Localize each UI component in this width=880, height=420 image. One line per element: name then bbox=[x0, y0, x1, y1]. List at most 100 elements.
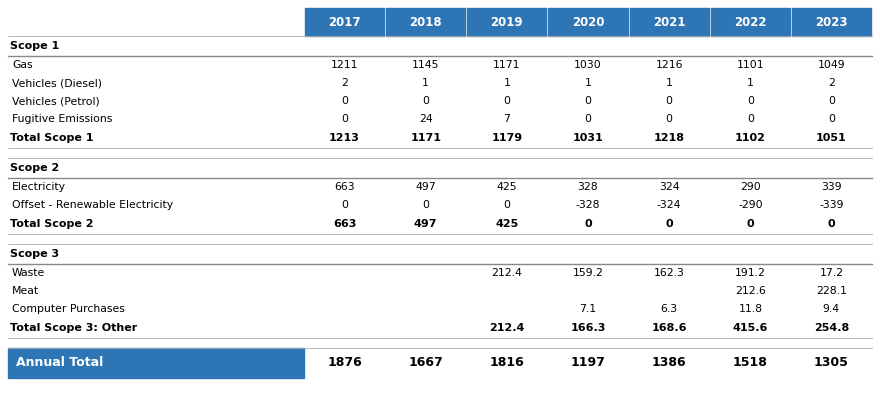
Text: 0: 0 bbox=[746, 219, 754, 229]
Text: 497: 497 bbox=[415, 182, 436, 192]
Bar bbox=[629, 8, 708, 36]
Text: 2: 2 bbox=[828, 78, 835, 88]
Text: 191.2: 191.2 bbox=[735, 268, 766, 278]
Text: 159.2: 159.2 bbox=[573, 268, 604, 278]
Text: 228.1: 228.1 bbox=[816, 286, 847, 296]
Text: 0: 0 bbox=[503, 200, 510, 210]
Text: Total Scope 3: Other: Total Scope 3: Other bbox=[10, 323, 137, 333]
Text: 17.2: 17.2 bbox=[819, 268, 843, 278]
Text: Electricity: Electricity bbox=[12, 182, 66, 192]
Text: 2017: 2017 bbox=[328, 16, 361, 29]
Text: -339: -339 bbox=[819, 200, 844, 210]
Text: 168.6: 168.6 bbox=[651, 323, 687, 333]
Text: 1171: 1171 bbox=[410, 133, 441, 143]
Text: 328: 328 bbox=[577, 182, 598, 192]
Text: 24: 24 bbox=[419, 114, 433, 124]
Text: 0: 0 bbox=[341, 114, 348, 124]
Text: 1: 1 bbox=[503, 78, 510, 88]
Text: 1031: 1031 bbox=[573, 133, 604, 143]
Text: 290: 290 bbox=[740, 182, 760, 192]
Text: 0: 0 bbox=[665, 219, 673, 229]
Text: 0: 0 bbox=[503, 96, 510, 106]
Bar bbox=[305, 8, 385, 36]
Text: 0: 0 bbox=[584, 219, 592, 229]
Text: 1: 1 bbox=[747, 78, 754, 88]
Text: -290: -290 bbox=[738, 200, 763, 210]
Text: 2020: 2020 bbox=[572, 16, 605, 29]
Text: 2022: 2022 bbox=[734, 16, 766, 29]
Text: 663: 663 bbox=[334, 182, 355, 192]
Text: 1213: 1213 bbox=[329, 133, 360, 143]
Text: Total Scope 1: Total Scope 1 bbox=[10, 133, 93, 143]
Text: 9.4: 9.4 bbox=[823, 304, 840, 314]
Text: 1667: 1667 bbox=[408, 357, 444, 370]
Text: Meat: Meat bbox=[12, 286, 39, 296]
Text: 0: 0 bbox=[422, 200, 429, 210]
Bar bbox=[711, 8, 790, 36]
Text: 0: 0 bbox=[747, 96, 754, 106]
Text: 1051: 1051 bbox=[816, 133, 847, 143]
Text: 1: 1 bbox=[584, 78, 591, 88]
Text: 212.4: 212.4 bbox=[491, 268, 523, 278]
Text: 1518: 1518 bbox=[733, 357, 767, 370]
Text: 212.6: 212.6 bbox=[735, 286, 766, 296]
Text: 1211: 1211 bbox=[331, 60, 358, 70]
Text: Waste: Waste bbox=[12, 268, 45, 278]
Text: Scope 2: Scope 2 bbox=[10, 163, 59, 173]
Text: 2021: 2021 bbox=[653, 16, 686, 29]
Text: 2023: 2023 bbox=[815, 16, 847, 29]
Bar bbox=[792, 8, 871, 36]
Text: Total Scope 2: Total Scope 2 bbox=[10, 219, 93, 229]
Text: 0: 0 bbox=[828, 114, 835, 124]
Text: Vehicles (Diesel): Vehicles (Diesel) bbox=[12, 78, 102, 88]
Text: 1197: 1197 bbox=[570, 357, 605, 370]
Text: 0: 0 bbox=[584, 96, 591, 106]
Text: 1: 1 bbox=[422, 78, 429, 88]
Bar bbox=[467, 8, 546, 36]
Text: 0: 0 bbox=[828, 96, 835, 106]
Text: 0: 0 bbox=[584, 114, 591, 124]
Text: Vehicles (Petrol): Vehicles (Petrol) bbox=[12, 96, 99, 106]
Text: 1305: 1305 bbox=[814, 357, 849, 370]
Text: Offset - Renewable Electricity: Offset - Renewable Electricity bbox=[12, 200, 173, 210]
Text: 1876: 1876 bbox=[327, 357, 362, 370]
Text: 324: 324 bbox=[659, 182, 679, 192]
Text: Annual Total: Annual Total bbox=[16, 357, 103, 370]
Text: 1171: 1171 bbox=[493, 60, 521, 70]
Text: 1102: 1102 bbox=[735, 133, 766, 143]
Text: 2018: 2018 bbox=[409, 16, 442, 29]
Text: 0: 0 bbox=[341, 200, 348, 210]
Text: 1179: 1179 bbox=[491, 133, 523, 143]
Bar bbox=[386, 8, 466, 36]
Text: -324: -324 bbox=[656, 200, 681, 210]
Text: 497: 497 bbox=[414, 219, 437, 229]
Text: 166.3: 166.3 bbox=[570, 323, 605, 333]
Text: 415.6: 415.6 bbox=[732, 323, 768, 333]
Text: Fugitive Emissions: Fugitive Emissions bbox=[12, 114, 113, 124]
Text: 0: 0 bbox=[665, 114, 672, 124]
Text: 0: 0 bbox=[422, 96, 429, 106]
Text: 0: 0 bbox=[827, 219, 835, 229]
Text: 7.1: 7.1 bbox=[579, 304, 597, 314]
Text: 0: 0 bbox=[665, 96, 672, 106]
Text: 1816: 1816 bbox=[489, 357, 524, 370]
Text: 1030: 1030 bbox=[574, 60, 602, 70]
Text: 2: 2 bbox=[341, 78, 348, 88]
Text: 11.8: 11.8 bbox=[738, 304, 762, 314]
Text: Scope 3: Scope 3 bbox=[10, 249, 59, 259]
Text: 663: 663 bbox=[333, 219, 356, 229]
Text: 0: 0 bbox=[747, 114, 754, 124]
Text: 1: 1 bbox=[665, 78, 672, 88]
Text: Scope 1: Scope 1 bbox=[10, 41, 59, 51]
Text: Gas: Gas bbox=[12, 60, 33, 70]
Bar bbox=[8, 348, 304, 378]
Text: -328: -328 bbox=[576, 200, 600, 210]
Text: 162.3: 162.3 bbox=[654, 268, 685, 278]
Text: 212.4: 212.4 bbox=[489, 323, 524, 333]
Text: 1386: 1386 bbox=[652, 357, 686, 370]
Text: 1049: 1049 bbox=[818, 60, 846, 70]
Text: 6.3: 6.3 bbox=[661, 304, 678, 314]
Bar bbox=[548, 8, 627, 36]
Text: 2019: 2019 bbox=[490, 16, 524, 29]
Text: 339: 339 bbox=[821, 182, 842, 192]
